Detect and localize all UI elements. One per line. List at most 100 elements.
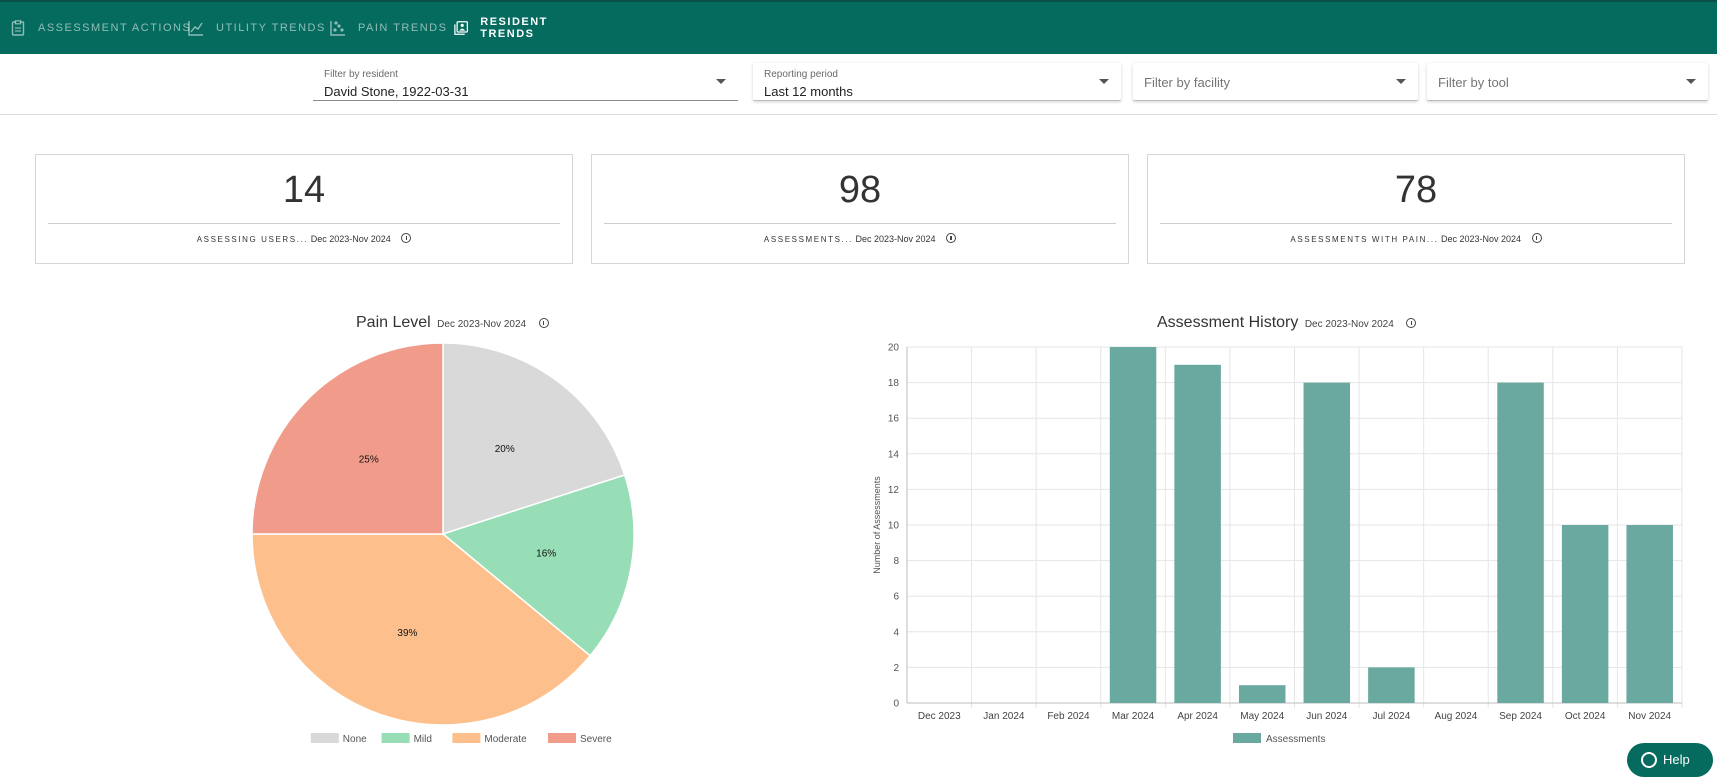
chevron-down-icon — [1099, 79, 1109, 84]
stat-caption: Assessments with pain... Dec 2023-Nov 20… — [1148, 233, 1684, 244]
x-tick-label: Dec 2023 — [918, 711, 961, 722]
stat-range: Dec 2023-Nov 2024 — [310, 234, 391, 244]
divider — [604, 223, 1116, 224]
scatter-chart-icon — [330, 21, 345, 36]
help-label: Help — [1663, 752, 1690, 767]
legend-swatch — [548, 733, 576, 743]
chart-title-range: Dec 2023-Nov 2024 — [1304, 319, 1394, 330]
legend-swatch — [310, 733, 339, 743]
legend-swatch — [452, 733, 481, 743]
legend-label: None — [343, 734, 367, 745]
info-icon[interactable] — [1406, 318, 1417, 328]
info-icon[interactable] — [538, 318, 549, 328]
chevron-down-icon — [1396, 79, 1406, 84]
info-icon[interactable] — [401, 233, 412, 243]
stat-value: 98 — [838, 169, 882, 211]
x-tick-label: Sep 2024 — [1499, 711, 1542, 722]
filter-bar: Filter by resident David Stone, 1922-03-… — [0, 54, 1717, 115]
legend-label: Severe — [580, 734, 612, 745]
reporting-period-label: Reporting period — [764, 69, 838, 80]
pain-level-title: Pain Level Dec 2023-Nov 2024 — [356, 314, 549, 332]
x-tick-label: Oct 2024 — [1565, 711, 1606, 722]
tool-filter-select[interactable]: Filter by tool — [1427, 63, 1708, 101]
chevron-down-icon — [716, 79, 726, 84]
stat-value: 14 — [282, 169, 326, 211]
tab-assessment-actions[interactable]: Assessment Actions — [10, 2, 191, 54]
y-tick-label: 10 — [888, 521, 900, 532]
pie-slice-severe — [251, 342, 444, 535]
legend-label: Moderate — [484, 734, 527, 745]
pie-value-label: 20% — [495, 444, 515, 455]
pie-slice-moderate — [251, 533, 592, 726]
x-tick-label: Feb 2024 — [1047, 711, 1090, 722]
resident-filter-label: Filter by resident — [324, 69, 398, 80]
bar — [1626, 525, 1673, 703]
x-tick-label: Jul 2024 — [1372, 711, 1410, 722]
y-tick-label: 12 — [888, 485, 900, 496]
assessment-history-title: Assessment History Dec 2023-Nov 2024 — [1157, 314, 1417, 332]
tab-label: Resident Trends — [480, 16, 548, 40]
chart-title-range: Dec 2023-Nov 2024 — [437, 319, 527, 330]
y-tick-label: 4 — [893, 627, 899, 638]
pie-slice-mild — [441, 474, 635, 657]
stat-value: 78 — [1394, 169, 1438, 211]
x-tick-label: Nov 2024 — [1628, 711, 1671, 722]
resident-filter-value: David Stone, 1922-03-31 — [324, 84, 469, 99]
x-tick-label: Aug 2024 — [1435, 711, 1478, 722]
bar — [1303, 382, 1351, 703]
bar — [1561, 525, 1609, 703]
y-tick-label: 16 — [888, 414, 900, 425]
legend-label: Mild — [414, 734, 432, 745]
legend-label: Assessments — [1266, 734, 1325, 745]
y-tick-label: 6 — [893, 592, 899, 603]
line-chart-icon — [188, 21, 203, 36]
tab-utility-trends[interactable]: Utility Trends — [188, 2, 326, 54]
chart-title-text: Pain Level — [356, 314, 431, 331]
y-tick-label: 18 — [888, 378, 900, 389]
info-icon[interactable] — [1531, 233, 1542, 243]
bar — [1174, 364, 1221, 703]
tool-filter-placeholder: Filter by tool — [1438, 75, 1509, 90]
top-navigation: Assessment Actions Utility Trends Pain T… — [0, 0, 1717, 56]
stat-label: Assessments... — [763, 235, 853, 244]
chevron-down-icon — [1686, 79, 1696, 84]
x-tick-label: Jan 2024 — [983, 711, 1025, 722]
help-icon — [1641, 752, 1657, 768]
resident-portrait-icon — [454, 21, 468, 35]
assessments-card: 98 Assessments... Dec 2023-Nov 2024 — [591, 154, 1129, 264]
bar — [1238, 685, 1286, 703]
assessing-users-card: 14 Assessing users... Dec 2023-Nov 2024 — [35, 154, 573, 264]
bar — [1109, 347, 1157, 703]
stat-caption: Assessments... Dec 2023-Nov 2024 — [592, 233, 1128, 244]
pie-value-label: 39% — [397, 628, 417, 639]
stat-caption: Assessing users... Dec 2023-Nov 2024 — [36, 233, 572, 244]
legend-swatch — [381, 733, 410, 743]
y-tick-label: 2 — [893, 663, 899, 674]
y-tick-label: 20 — [888, 343, 900, 354]
resident-filter-select[interactable]: Filter by resident David Stone, 1922-03-… — [313, 63, 738, 101]
info-icon[interactable] — [946, 233, 957, 243]
x-tick-label: Jun 2024 — [1306, 711, 1348, 722]
tab-resident-trends[interactable]: Resident Trends — [441, 2, 593, 56]
divider — [1160, 223, 1672, 224]
y-axis-label: Number of Assessments — [872, 476, 882, 574]
bar — [1497, 382, 1544, 703]
chart-title-text: Assessment History — [1157, 314, 1299, 331]
reporting-period-value: Last 12 months — [764, 84, 853, 99]
x-tick-label: Mar 2024 — [1112, 711, 1155, 722]
help-button[interactable]: Help — [1627, 743, 1713, 777]
stat-label: Assessing users... — [196, 235, 309, 244]
tab-label: Assessment Actions — [38, 22, 192, 34]
stat-range: Dec 2023-Nov 2024 — [1440, 234, 1522, 244]
y-tick-label: 8 — [893, 556, 899, 567]
stat-range: Dec 2023-Nov 2024 — [855, 234, 936, 244]
reporting-period-select[interactable]: Reporting period Last 12 months — [753, 63, 1121, 101]
facility-filter-select[interactable]: Filter by facility — [1133, 63, 1418, 101]
legend-swatch — [1233, 733, 1261, 743]
clipboard-icon — [11, 20, 25, 36]
pie-value-label: 25% — [359, 455, 379, 466]
pie-value-label: 16% — [536, 549, 556, 560]
tab-label: Pain Trends — [358, 22, 448, 34]
tab-pain-trends[interactable]: Pain Trends — [330, 2, 447, 54]
bar — [1368, 667, 1415, 703]
